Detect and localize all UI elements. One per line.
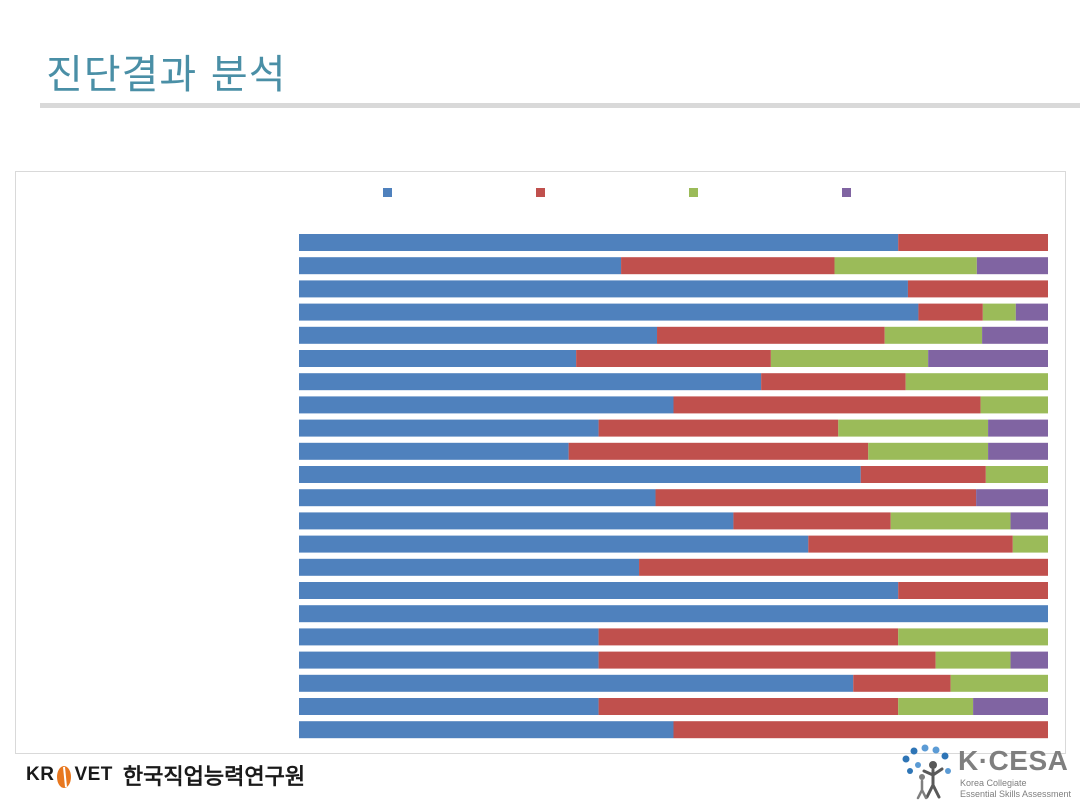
bar-row-13-series-4: [1010, 512, 1048, 530]
bar-row-4-series-4: [1015, 303, 1048, 321]
bar-row-4-series-3: [982, 303, 1016, 321]
bar-row-11-series-2: [860, 466, 986, 483]
bar-row-8-series-2: [673, 396, 981, 414]
kcesa-logo-subtitle-1: Korea Collegiate: [960, 778, 1027, 788]
bar-row-20-series-1: [299, 674, 854, 692]
bar-row-6-series-3: [770, 350, 929, 367]
bar-row-22-series-1: [299, 721, 674, 739]
legend-swatch-3: [689, 188, 698, 197]
bar-row-2-series-4: [976, 257, 1049, 275]
bar-row-10-series-4: [988, 442, 1048, 460]
bar-row-6-series-1: [299, 350, 577, 367]
bar-row-16-series-1: [299, 582, 899, 599]
bar-row-7-series-2: [761, 373, 906, 391]
bar-row-13-series-1: [299, 512, 734, 530]
kcesa-people-icon: [902, 744, 951, 800]
bar-row-21-series-4: [973, 698, 1048, 715]
bar-row-18-series-2: [598, 628, 899, 646]
bar-row-20-series-3: [950, 674, 1048, 692]
bar-row-18-series-1: [299, 628, 599, 646]
bar-row-15-series-2: [639, 558, 1048, 576]
krivet-flame-icon: [57, 766, 72, 788]
krivet-logo-text-left: KR: [26, 764, 55, 785]
bar-row-12-series-4: [976, 489, 1048, 507]
bar-row-9-series-2: [598, 419, 839, 437]
bar-row-1-series-1: [299, 234, 899, 251]
bar-row-22-series-2: [673, 721, 1048, 739]
kcesa-logo: K·CESA Korea Collegiate Essential Skills…: [898, 743, 1074, 803]
bar-row-20-series-2: [853, 674, 951, 692]
kcesa-logo-name: K·CESA: [958, 745, 1069, 776]
bar-row-16-series-2: [898, 582, 1048, 599]
krivet-korean-name: 한국직업능력연구원: [122, 765, 306, 790]
bar-row-19-series-3: [935, 651, 1011, 669]
legend-swatch-4: [842, 188, 851, 197]
title-divider: [40, 103, 1080, 108]
bar-row-2-series-2: [621, 257, 835, 275]
bar-row-18-series-3: [898, 628, 1048, 646]
bar-row-11-series-1: [299, 466, 861, 483]
legend-swatch-2: [536, 188, 545, 197]
bar-row-12-series-1: [299, 489, 656, 507]
bar-row-8-series-3: [980, 396, 1048, 414]
bar-row-4-series-2: [918, 303, 983, 321]
bar-row-2-series-1: [299, 257, 622, 275]
bar-row-21-series-2: [598, 698, 899, 715]
bar-row-3-series-1: [299, 280, 908, 298]
krivet-logo-text-right: VET: [74, 764, 113, 785]
bar-row-15-series-1: [299, 558, 640, 576]
bar-row-19-series-1: [299, 651, 599, 669]
bar-row-5-series-2: [657, 326, 885, 344]
bar-row-14-series-3: [1012, 535, 1048, 553]
bar-row-4-series-1: [299, 303, 919, 321]
bar-row-19-series-4: [1010, 651, 1048, 669]
bar-row-9-series-1: [299, 419, 599, 437]
krivet-logo: KR VET 한국직업능력연구원: [26, 758, 305, 792]
bar-row-9-series-4: [988, 419, 1048, 437]
bar-row-11-series-3: [985, 466, 1048, 483]
bar-row-10-series-3: [868, 442, 989, 460]
bar-row-6-series-4: [928, 350, 1048, 367]
bar-row-17-series-1: [299, 605, 1048, 623]
bar-row-10-series-2: [568, 442, 869, 460]
bar-row-13-series-3: [890, 512, 1011, 530]
bar-row-7-series-1: [299, 373, 762, 391]
chart-frame: [15, 171, 1066, 754]
kcesa-logo-subtitle-2: Essential Skills Assessment: [960, 789, 1072, 799]
bar-row-14-series-2: [808, 535, 1013, 553]
legend-swatch-1: [383, 188, 392, 197]
bar-row-19-series-2: [598, 651, 936, 669]
bar-row-21-series-1: [299, 698, 599, 715]
bar-row-5-series-3: [884, 326, 983, 344]
bar-row-8-series-1: [299, 396, 674, 414]
page-title: 진단결과 분석: [46, 52, 287, 98]
bar-row-1-series-2: [898, 234, 1048, 251]
bar-row-14-series-1: [299, 535, 809, 553]
bar-row-5-series-4: [982, 326, 1048, 344]
bar-row-3-series-2: [907, 280, 1048, 298]
stacked-bar-chart: [299, 188, 1049, 739]
bar-row-21-series-3: [898, 698, 974, 715]
bar-row-9-series-3: [838, 419, 989, 437]
bar-row-7-series-3: [905, 373, 1048, 391]
bar-row-13-series-2: [733, 512, 891, 530]
bar-row-6-series-2: [576, 350, 771, 367]
bar-row-12-series-2: [655, 489, 977, 507]
bar-row-2-series-3: [834, 257, 977, 275]
bar-row-10-series-1: [299, 442, 569, 460]
bar-row-5-series-1: [299, 326, 658, 344]
